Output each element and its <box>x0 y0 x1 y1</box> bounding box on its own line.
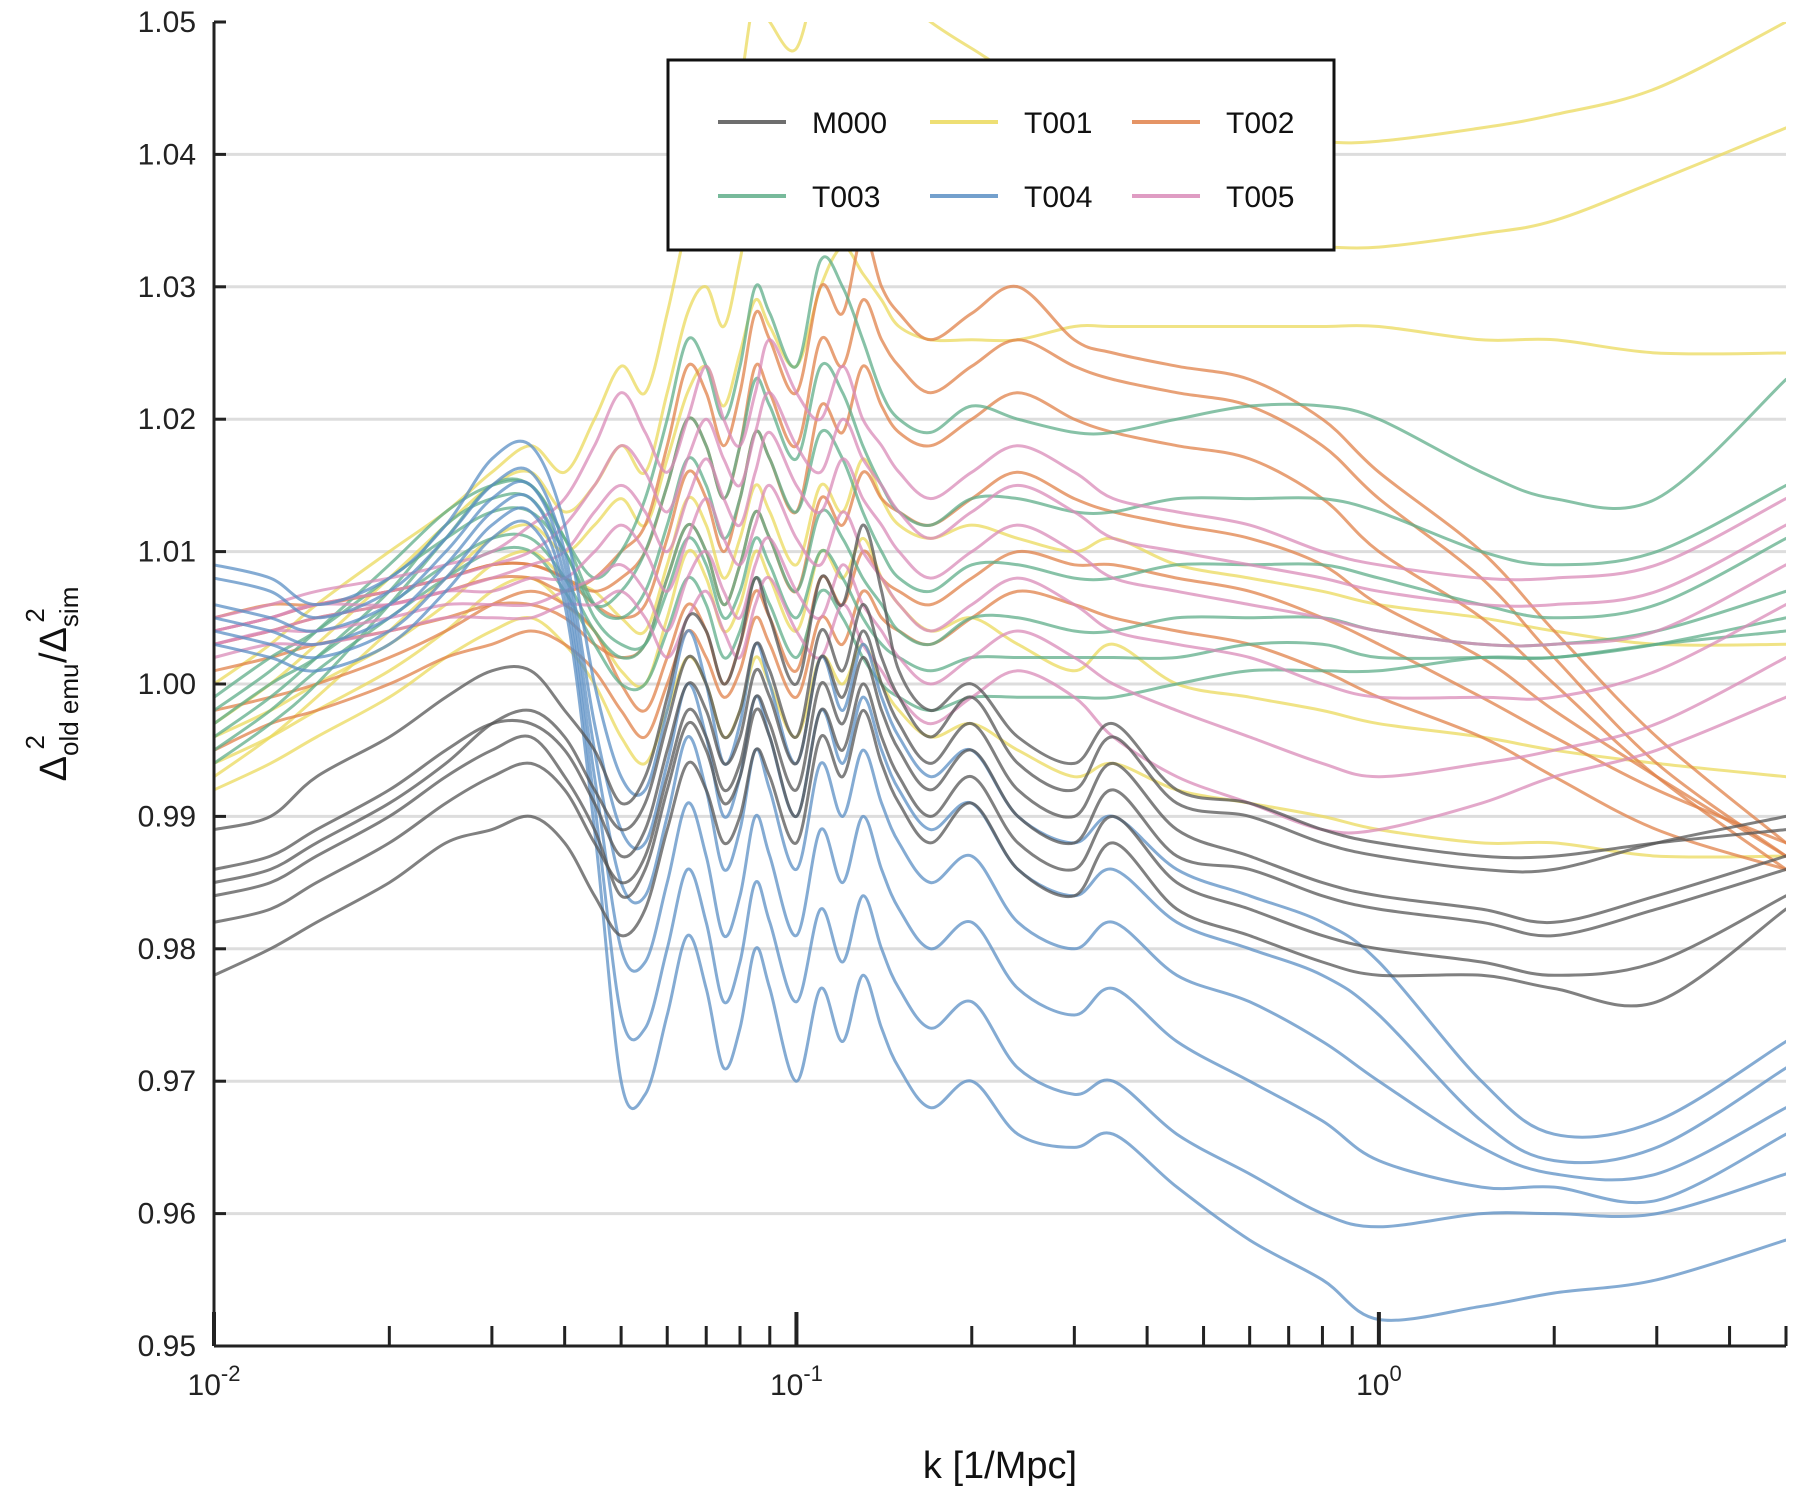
y-tick-label: 0.97 <box>138 1065 196 1098</box>
series-line-t003-4 <box>214 508 1786 726</box>
series-line-m000-5 <box>214 629 1786 925</box>
legend-label-t004: T004 <box>1024 181 1092 214</box>
y-axis-title-den-sub: sim <box>54 587 84 627</box>
series-line-m000-4 <box>214 523 1786 860</box>
y-tick-label: 0.99 <box>138 800 196 833</box>
series-line-m000-6 <box>214 682 1786 977</box>
y-tick-label: 1.02 <box>138 403 196 436</box>
series-line-t004-6 <box>214 519 1786 1322</box>
y-ticks: 0.95 0.96 0.97 0.98 0.99 1.00 1.01 1.02 1.03 1.04… <box>138 6 226 1363</box>
x-ticks: 10-2 10-1 100 <box>188 1312 1788 1402</box>
legend-label-t001: T001 <box>1024 107 1092 140</box>
series-line-m000-2 <box>214 655 1786 938</box>
series-line-m000-3 <box>214 708 1786 1008</box>
y-tick-label: 1.00 <box>138 668 196 701</box>
legend-label-t002: T002 <box>1226 107 1294 140</box>
series-line-t005-3 <box>214 430 1786 648</box>
x-tick-label: 10-1 <box>770 1361 823 1402</box>
gridlines <box>214 152 1786 1216</box>
x-tick-label: 10-2 <box>188 1361 241 1402</box>
y-tick-label: 0.98 <box>138 933 196 966</box>
y-tick-label: 1.04 <box>138 138 196 171</box>
y-axis-title-slash: / <box>33 652 75 663</box>
legend-label-t003: T003 <box>812 181 880 214</box>
y-axis-title: Δold emu2/Δsim2 <box>20 587 84 782</box>
legend-label-m000: M000 <box>812 107 887 140</box>
series-line-m000-1 <box>214 603 1786 885</box>
y-axis-title-num-sub: old emu <box>54 663 84 756</box>
legend-frame <box>666 58 1336 252</box>
x-tick-label: 100 <box>1356 1361 1402 1402</box>
y-tick-label: 1.03 <box>138 271 196 304</box>
series-line-t005-4 <box>214 483 1786 701</box>
series-line-t005-5 <box>214 536 1786 779</box>
series-line-t004-3 <box>214 479 1786 1182</box>
y-axis-title-den-sup: 2 <box>20 608 50 622</box>
series-line-t004-5 <box>214 506 1786 1229</box>
x-axis-title: k [1/Mpc] <box>923 1445 1077 1487</box>
legend-label-t005: T005 <box>1226 181 1294 214</box>
series-line-t005-1 <box>214 338 1786 620</box>
y-tick-label: 1.05 <box>138 6 196 39</box>
series-line-t005-2 <box>214 391 1786 633</box>
series-line-t004-4 <box>214 492 1786 1205</box>
y-tick-label: 0.95 <box>138 1330 196 1363</box>
y-axis-title-num-sup: 2 <box>20 735 50 749</box>
y-axis-title-num-base: Δ <box>33 756 75 781</box>
y-tick-label: 1.01 <box>138 536 196 569</box>
y-tick-label: 0.96 <box>138 1198 196 1231</box>
series-line-t002-1 <box>214 232 1786 845</box>
y-axis-title-den-base: Δ <box>33 627 75 652</box>
legend: M000 T001 T002 T003 T004 T005 <box>666 58 1336 252</box>
